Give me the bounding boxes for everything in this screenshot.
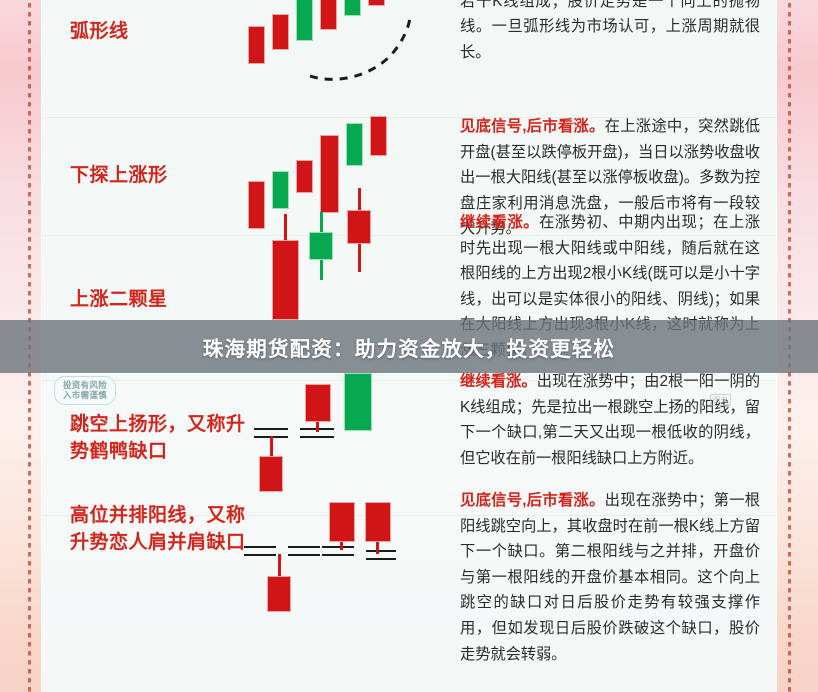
candle-wick xyxy=(316,422,319,432)
candle-red xyxy=(272,14,289,50)
candle-red xyxy=(272,240,299,320)
candle-red xyxy=(296,160,313,193)
candlestick-chart-gap-up-rising xyxy=(240,373,455,515)
candle-wick xyxy=(320,260,323,280)
candle-red xyxy=(248,181,265,229)
candle-wick xyxy=(358,244,361,272)
pattern-description: 见底信号,后市看涨。出现在涨势中；第一根阳线跳空向上，其收盘时在前一根K线上方留… xyxy=(460,488,760,667)
candle-red xyxy=(259,456,283,492)
candle-red xyxy=(248,26,265,64)
pattern-description: 见底信号，后市看涨。在涨势初期出现；由若干K线组成；股价走势是一个向上的抛物线。… xyxy=(460,0,760,65)
candle-green xyxy=(344,373,372,431)
candle-red xyxy=(320,135,339,213)
risk-disclaimer-badge: 投资有风险 入市需谨慎 xyxy=(54,376,117,405)
description-highlight: 见底信号,后市看涨。 xyxy=(460,118,605,135)
candlestick-chart-arc-line xyxy=(240,0,455,117)
candle-green xyxy=(272,171,289,209)
gap-marker-line xyxy=(288,554,320,556)
description-highlight: 继续看涨。 xyxy=(460,373,537,390)
description-highlight: 继续看涨。 xyxy=(460,214,540,231)
description-body: 出现在涨势中；由2根一阳一阴的K线组成；先是拉出一根跳空上扬的阳线，留下一个缺口… xyxy=(460,373,760,467)
pattern-row-dip-then-rise: 下探上涨形 见底信号,后市看涨。在上涨途中，突然跳低开盘(甚至以跌停板开盘)，当… xyxy=(42,116,776,237)
pattern-label: 上涨二颗星 xyxy=(70,289,168,310)
overlay-banner-title: 珠海期货配资：助力资金放大，投资更轻松 xyxy=(202,337,616,361)
pattern-label: 下探上涨形 xyxy=(70,165,168,186)
overlay-banner: 珠海期货配资：助力资金放大，投资更轻松 xyxy=(0,320,818,373)
candle-wick xyxy=(320,212,323,232)
candle-wick xyxy=(358,188,361,210)
gap-marker-line xyxy=(300,436,334,438)
candle-wick xyxy=(376,542,379,554)
candle-green xyxy=(309,232,333,260)
candle-wick xyxy=(270,436,273,456)
candle-red xyxy=(329,502,355,542)
risk-disclaimer-line-1: 投资有风险 xyxy=(63,380,108,390)
candle-wick xyxy=(278,554,281,576)
candle-red xyxy=(267,576,291,612)
gap-marker-line xyxy=(366,558,396,560)
description-highlight: 见底信号,后市看涨。 xyxy=(460,492,605,509)
candle-red xyxy=(320,0,337,30)
gap-marker-line xyxy=(322,554,354,556)
candle-wick xyxy=(284,214,287,240)
description-body: 出现在涨势中；第一根阳线跳空向上，其收盘时在前一根K线上方留下一个缺口。第二根阳… xyxy=(460,492,760,663)
gap-marker-line xyxy=(244,554,276,556)
candlestick-chart-dip-then-rise xyxy=(240,116,455,235)
pattern-label: 弧形线 xyxy=(70,21,129,42)
candle-red xyxy=(305,384,331,422)
pattern-description: 继续看涨。出现在涨势中；由2根一阳一阴的K线组成；先是拉出一根跳空上扬的阳线，留… xyxy=(460,369,760,471)
candle-red xyxy=(368,0,385,6)
gap-marker-line xyxy=(254,428,288,430)
gap-marker-line xyxy=(322,546,354,548)
description-body: 在上涨途中，突然跳低开盘(甚至以跌停板开盘)，当日以涨势收盘收出一根大阳线(甚至… xyxy=(460,118,760,238)
risk-disclaimer-line-2: 入市需谨慎 xyxy=(63,390,108,400)
source-watermark: 图虫 xyxy=(710,394,731,406)
pattern-description: 见底信号,后市看涨。在上涨途中，突然跳低开盘(甚至以跌停板开盘)，当日以涨势收盘… xyxy=(460,114,760,242)
pattern-label: 跳空上扬形，又称升势鹤鸭缺口 xyxy=(70,414,246,462)
candle-wick xyxy=(340,542,343,550)
candle-red xyxy=(365,502,391,542)
gap-marker-line xyxy=(366,550,396,552)
candle-red xyxy=(370,116,387,156)
pattern-row-side-by-side-white-lines: 高位并排阳线，又称升势恋人肩并肩缺口 xyxy=(42,492,776,692)
candle-green xyxy=(344,0,361,16)
candlestick-chart-rising-two-stars xyxy=(240,188,455,380)
pattern-row-gap-up-rising: 跳空上扬形，又称升势鹤鸭缺口 继续看涨。出现在涨势中；由2根一阳一阴的K线组成；… xyxy=(42,373,776,516)
candle-red xyxy=(347,210,371,244)
candle-green xyxy=(346,123,363,166)
pattern-row-arc-line: 弧形线 见底信号，后市看涨。在涨势初期出现；由若干K线组成；股价走势是一个向上的… xyxy=(42,0,776,118)
description-body: 在涨势初期出现；由若干K线组成；股价走势是一个向上的抛物线。一旦弧形线为市场认可… xyxy=(460,0,760,61)
candle-green xyxy=(296,0,313,41)
gap-marker-line xyxy=(244,546,276,548)
pattern-rows: 弧形线 见底信号，后市看涨。在涨势初期出现；由若干K线组成；股价走势是一个向上的… xyxy=(42,0,776,692)
dashed-arc-icon xyxy=(309,17,412,81)
candlestick-chart-side-by-side-white-lines xyxy=(240,502,455,692)
gap-marker-line xyxy=(288,546,320,548)
pattern-label: 高位并排阳线，又称升势恋人肩并肩缺口 xyxy=(70,505,246,553)
